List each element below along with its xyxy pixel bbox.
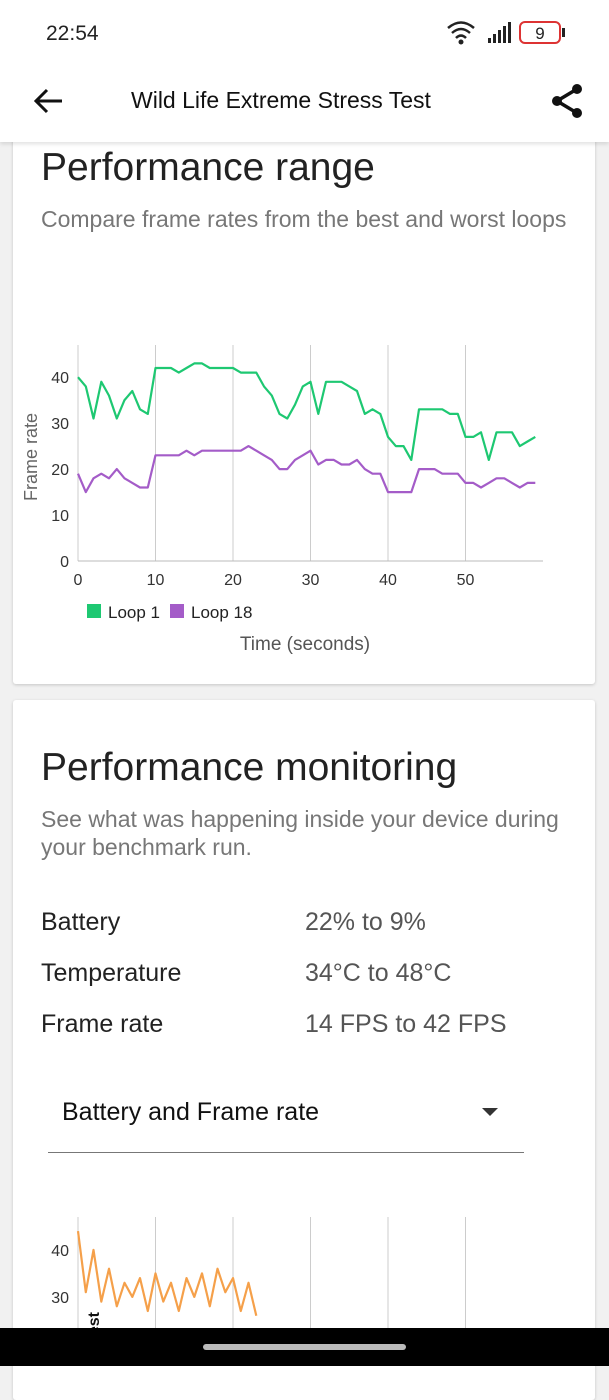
chart: 0 10 20 30 40 50 0 10 20 30 40 Frame rate Time (seco… xyxy=(21,345,543,655)
section-title: Performance range xyxy=(41,146,375,189)
section-title: Performance monitoring xyxy=(41,746,458,789)
x-axis-label: Time (seconds) xyxy=(240,634,370,655)
section-subtitle: Compare frame rates from the best and wo… xyxy=(41,206,567,232)
series-line xyxy=(77,362,536,461)
top-bar xyxy=(0,0,609,142)
y-tick-label: 10 xyxy=(51,508,69,525)
y-tick-label: 0 xyxy=(60,554,69,571)
app-title: Wild Life Extreme Stress Test xyxy=(131,87,431,113)
dropdown-label[interactable]: Battery and Frame rate xyxy=(62,1098,320,1126)
x-tick-label: 40 xyxy=(379,572,397,589)
y-tick-label: 30 xyxy=(51,1290,69,1307)
stat-value: 22% to 9% xyxy=(305,908,426,936)
y-tick-label: 30 xyxy=(51,416,69,433)
legend-label: Loop 18 xyxy=(191,603,252,622)
y-tick-label: 20 xyxy=(51,462,69,479)
share-button[interactable] xyxy=(549,82,587,120)
back-button[interactable] xyxy=(32,86,66,116)
chart: 010203040503040eme Stress Test xyxy=(51,1217,466,1328)
legend-label: Loop 1 xyxy=(108,603,160,622)
x-tick-label: 50 xyxy=(457,572,475,589)
charts: 0 10 20 30 40 50 0 10 20 30 40 Frame rate Time (seco… xyxy=(21,345,543,1328)
stat-name: Battery xyxy=(41,908,121,936)
stat-name: Temperature xyxy=(41,959,182,987)
monitoring-card xyxy=(13,700,595,1400)
stat-value: 14 FPS to 42 FPS xyxy=(305,1010,507,1038)
clock: 22:54 xyxy=(46,22,99,45)
y-axis-label: Frame rate xyxy=(21,413,41,501)
range-card xyxy=(13,130,595,684)
legend-swatch xyxy=(170,604,184,618)
x-tick-label: 10 xyxy=(147,572,165,589)
y-axis-label: eme Stress Test xyxy=(86,1311,103,1328)
status-icons: 9 xyxy=(447,21,565,45)
stat-value: 34°C to 48°C xyxy=(305,959,452,987)
dropdown-arrow[interactable] xyxy=(480,1106,500,1118)
battery-level: 9 xyxy=(535,24,544,43)
series-line xyxy=(76,445,536,494)
dropdown-underline xyxy=(48,1152,524,1153)
section-subtitle: See what was happening inside your devic… xyxy=(41,806,559,860)
stat-name: Frame rate xyxy=(41,1010,164,1038)
y-tick-label: 40 xyxy=(51,1243,69,1260)
legend-swatch xyxy=(87,604,101,618)
x-tick-label: 30 xyxy=(302,572,320,589)
series-line xyxy=(76,1230,258,1316)
y-tick-label: 40 xyxy=(51,370,69,387)
x-tick-label: 0 xyxy=(74,572,83,589)
home-indicator[interactable] xyxy=(203,1344,406,1350)
x-tick-label: 20 xyxy=(224,572,242,589)
